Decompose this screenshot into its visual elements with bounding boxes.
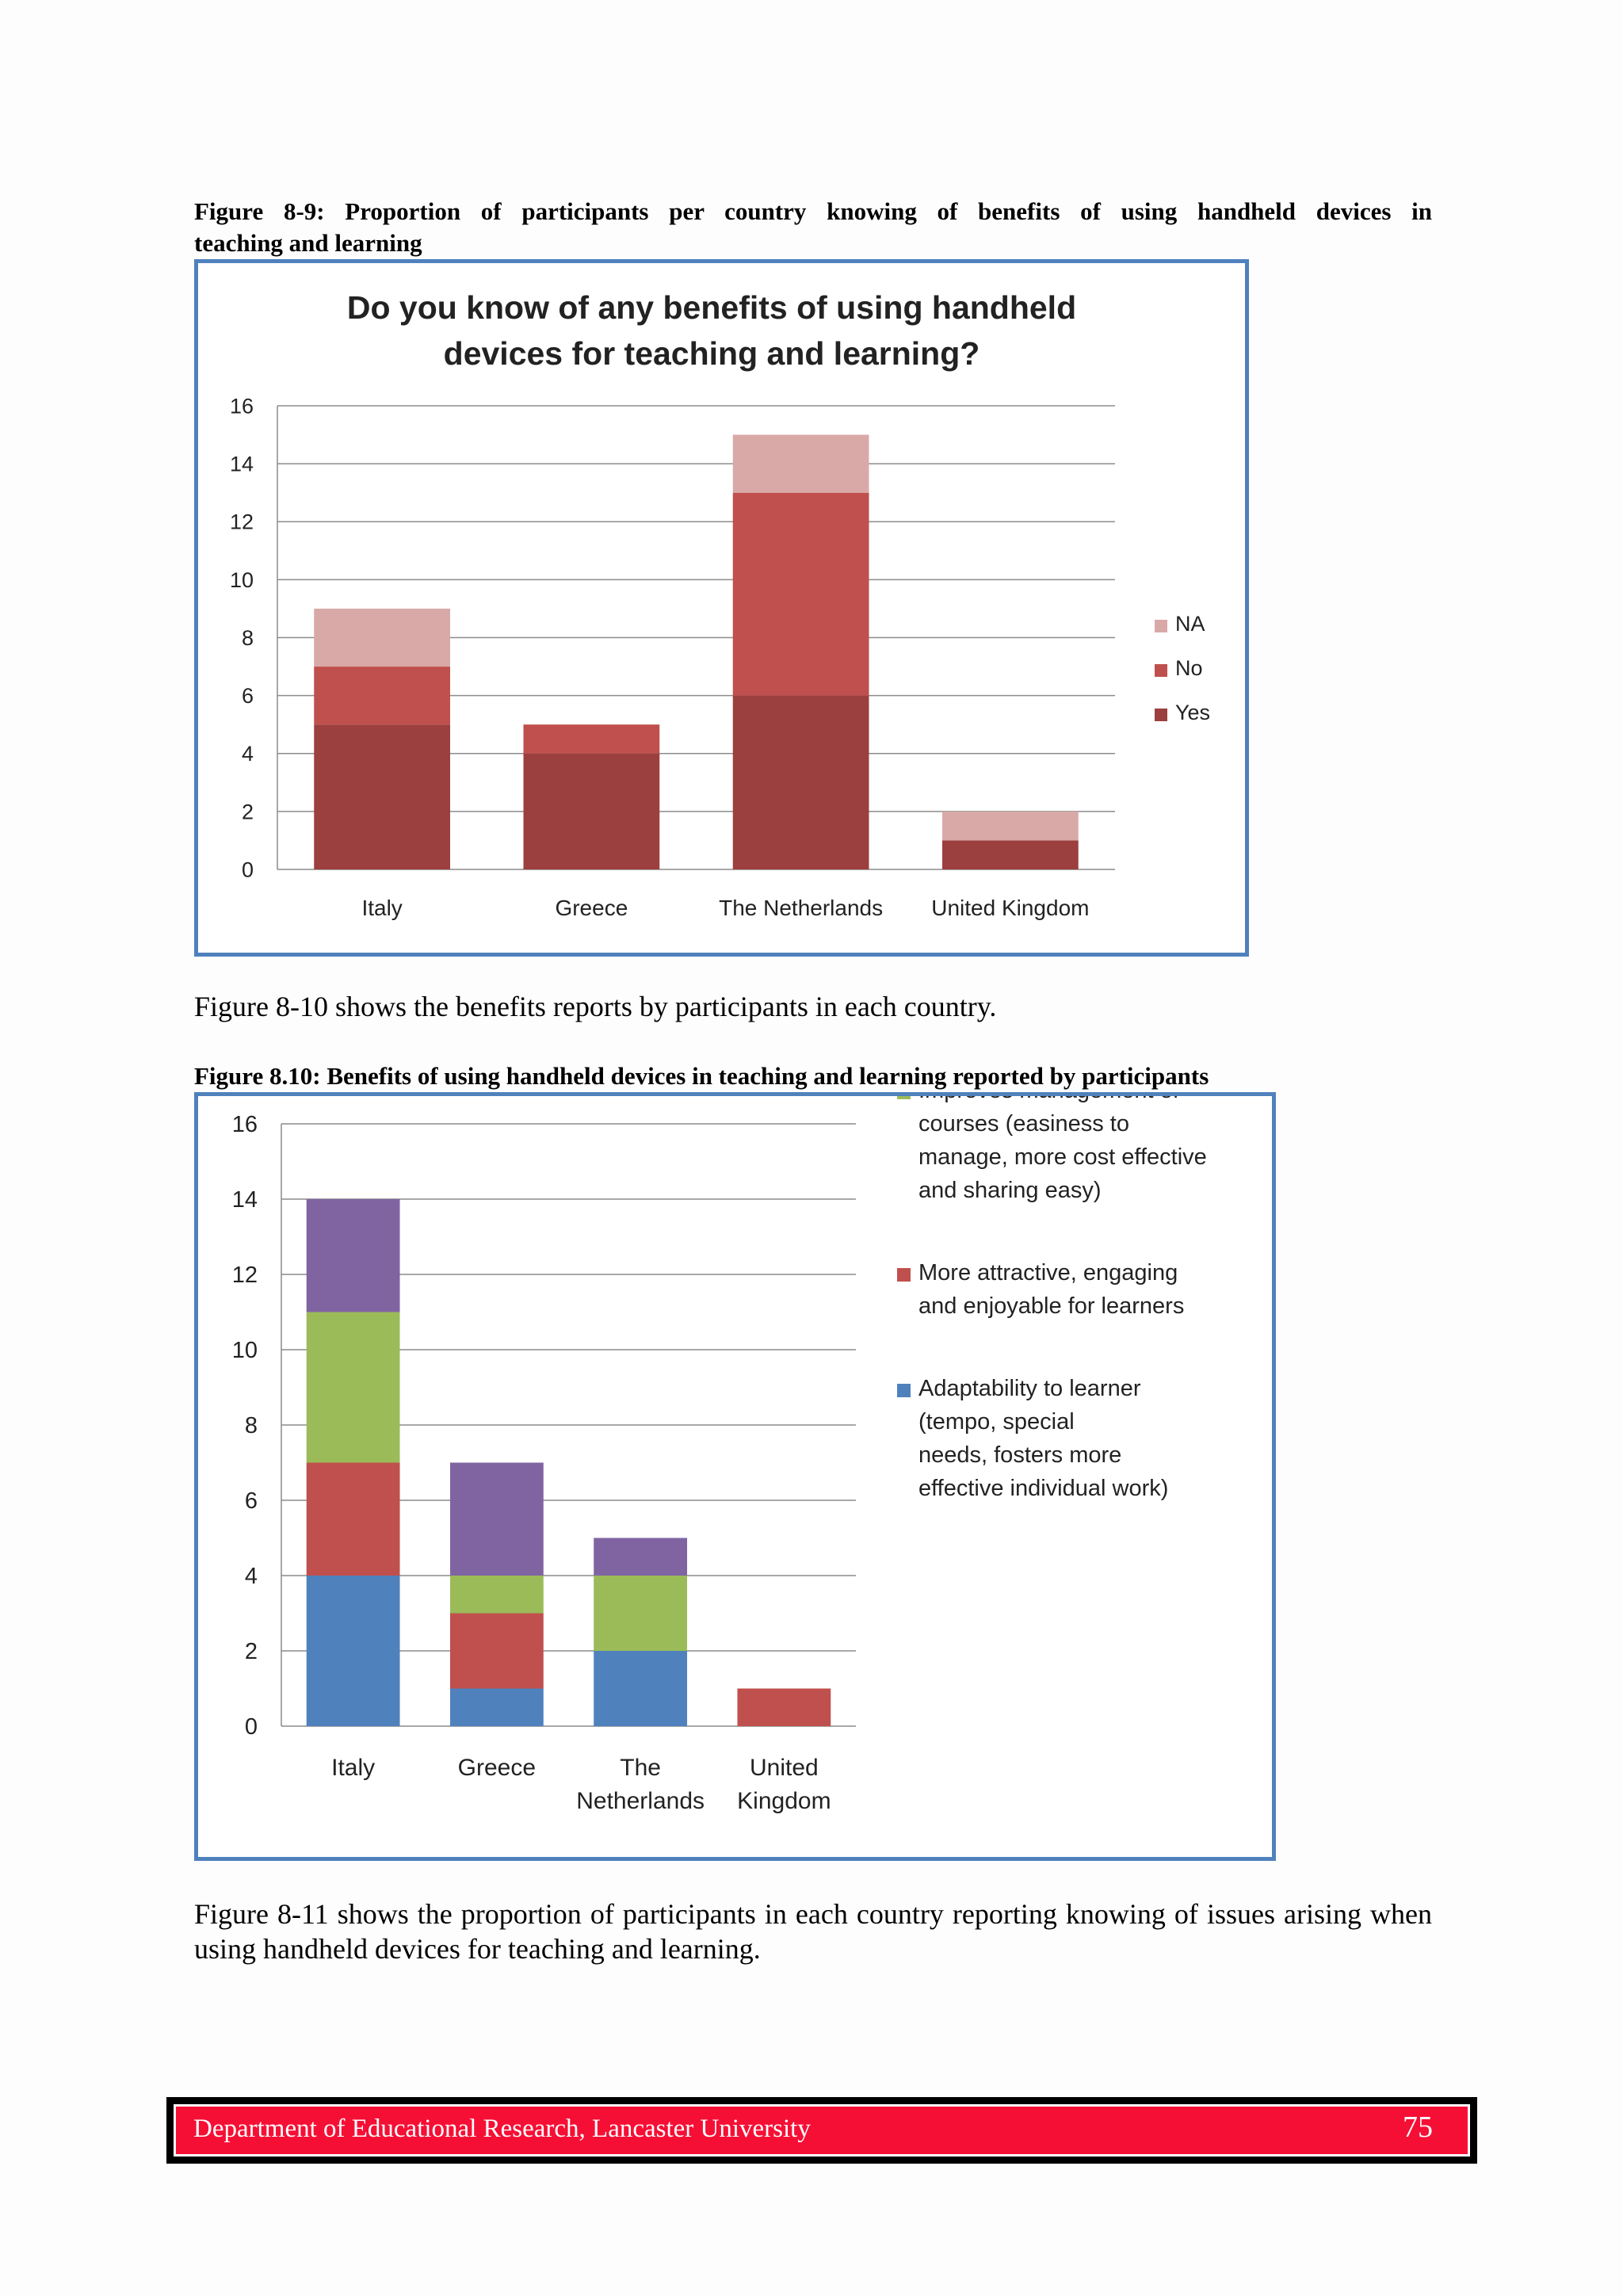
bar-italy-na — [314, 608, 451, 667]
y-tick-label: 12 — [232, 1263, 258, 1288]
legend-label: effective individual work) — [918, 1476, 1168, 1501]
y-tick-label: 4 — [242, 742, 254, 766]
bar-the-netherlands-na — [732, 434, 869, 493]
legend-label: (tempo, special — [918, 1409, 1075, 1435]
y-tick-label: 8 — [242, 626, 254, 650]
bar-united-kingdom-yes — [941, 840, 1079, 869]
page-footer: Department of Educational Research, Lanc… — [166, 2097, 1477, 2164]
x-category-label: Netherlands — [576, 1788, 705, 1814]
chart-title: Do you know of any benefits of using han… — [347, 289, 1076, 326]
y-tick-label: 0 — [242, 858, 254, 881]
legend-swatch-yes — [1155, 709, 1167, 721]
bar-italy-no — [314, 667, 451, 725]
bar-the-netherlands-yes — [732, 695, 869, 869]
bar-united-kingdom-na — [941, 811, 1079, 841]
legend-label: Improves management of — [918, 1096, 1180, 1103]
y-tick-label: 8 — [245, 1413, 258, 1438]
bar-greece-more-attractive-engaging-and-e — [449, 1613, 544, 1689]
y-tick-label: 16 — [232, 1112, 258, 1137]
legend-label: and sharing easy) — [918, 1178, 1102, 1203]
chart1-frame: Do you know of any benefits of using han… — [194, 259, 1249, 957]
bar-italy-facilitate-process-of-learning — [306, 1199, 400, 1312]
legend-label: manage, more cost effective — [918, 1144, 1207, 1170]
legend-swatch-improves-management-of-courses — [897, 1096, 911, 1099]
legend-label: Yes — [1175, 701, 1210, 724]
legend-label: More attractive, engaging — [918, 1260, 1178, 1286]
legend-swatch-more-attractive-engaging-and-e — [897, 1268, 911, 1282]
x-category-label: The — [620, 1755, 661, 1781]
bar-the-netherlands-improves-management-of-courses — [594, 1576, 688, 1651]
bar-the-netherlands-facilitate-process-of-learning — [594, 1538, 688, 1576]
figure1-caption-line2: teaching and learning — [194, 229, 422, 257]
bar-italy-more-attractive-engaging-and-e — [306, 1462, 400, 1576]
paragraph2: Figure 8-11 shows the proportion of part… — [194, 1898, 1432, 1965]
y-tick-label: 10 — [232, 1338, 258, 1363]
x-category-label: Italy — [331, 1755, 375, 1781]
footer-bar: Department of Educational Research, Lanc… — [174, 2104, 1470, 2157]
x-category-label: Greece — [555, 896, 628, 920]
bar-italy-adaptability-to-learner-tempo- — [306, 1576, 400, 1726]
bar-italy-improves-management-of-courses — [306, 1312, 400, 1463]
bar-greece-yes — [523, 753, 660, 869]
y-tick-label: 2 — [242, 800, 254, 823]
y-tick-label: 12 — [230, 510, 254, 534]
legend-label: No — [1175, 656, 1203, 680]
y-tick-label: 4 — [245, 1564, 258, 1589]
chart2-frame: 0 2 4 6 8 10 12 14 16 Italy Greece The Netherlands Un… — [194, 1092, 1276, 1861]
chart1: Do you know of any benefits of using han… — [230, 289, 1210, 920]
y-tick-label: 6 — [245, 1488, 258, 1514]
bar-greece-adaptability-to-learner-tempo- — [449, 1688, 544, 1726]
bar-the-netherlands-no — [732, 492, 869, 696]
x-category-label: United — [750, 1755, 819, 1781]
x-category-label: Italy — [361, 896, 402, 920]
y-tick-label: 0 — [245, 1714, 258, 1740]
legend-label: and enjoyable for learners — [918, 1293, 1184, 1319]
bar-italy-yes — [314, 724, 451, 869]
y-tick-label: 6 — [242, 684, 254, 708]
x-category-label: The Netherlands — [719, 896, 883, 920]
page-number: 75 — [1403, 2111, 1433, 2144]
x-category-label: Greece — [458, 1755, 536, 1781]
legend-swatch-na — [1155, 620, 1167, 632]
y-tick-label: 2 — [245, 1639, 258, 1664]
bar-the-netherlands-adaptability-to-learner-tempo- — [594, 1651, 688, 1726]
y-tick-label: 14 — [232, 1187, 258, 1213]
legend-label: Adaptability to learner — [918, 1376, 1141, 1401]
x-category-label: Kingdom — [737, 1788, 831, 1814]
legend-label: NA — [1175, 612, 1205, 636]
legend-label: courses (easiness to — [918, 1111, 1129, 1137]
x-category-label: United Kingdom — [931, 896, 1089, 920]
paragraph1: Figure 8-10 shows the benefits reports b… — [194, 991, 997, 1022]
bar-greece-improves-management-of-courses — [449, 1576, 544, 1614]
y-tick-label: 14 — [230, 453, 254, 476]
chart-title: devices for teaching and learning? — [444, 335, 980, 372]
bar-united-kingdom-more-attractive-engaging-and-e — [737, 1688, 831, 1726]
legend-swatch-no — [1155, 664, 1167, 677]
bar-greece-no — [523, 724, 660, 754]
chart2: 0 2 4 6 8 10 12 14 16 Italy Greece The Netherlands Un… — [232, 1096, 1207, 1814]
legend-swatch-adaptability-to-learner-tempo- — [897, 1384, 911, 1397]
bar-greece-facilitate-process-of-learning — [449, 1462, 544, 1576]
y-tick-label: 10 — [230, 568, 254, 592]
legend-label: needs, fosters more — [918, 1442, 1121, 1468]
figure2-caption: Figure 8.10: Benefits of using handheld … — [194, 1062, 1209, 1090]
figure1-caption-line1: Figure 8-9: Proportion of participants p… — [194, 197, 1432, 225]
y-tick-label: 16 — [230, 394, 254, 418]
footer-text: Department of Educational Research, Lanc… — [193, 2115, 811, 2143]
